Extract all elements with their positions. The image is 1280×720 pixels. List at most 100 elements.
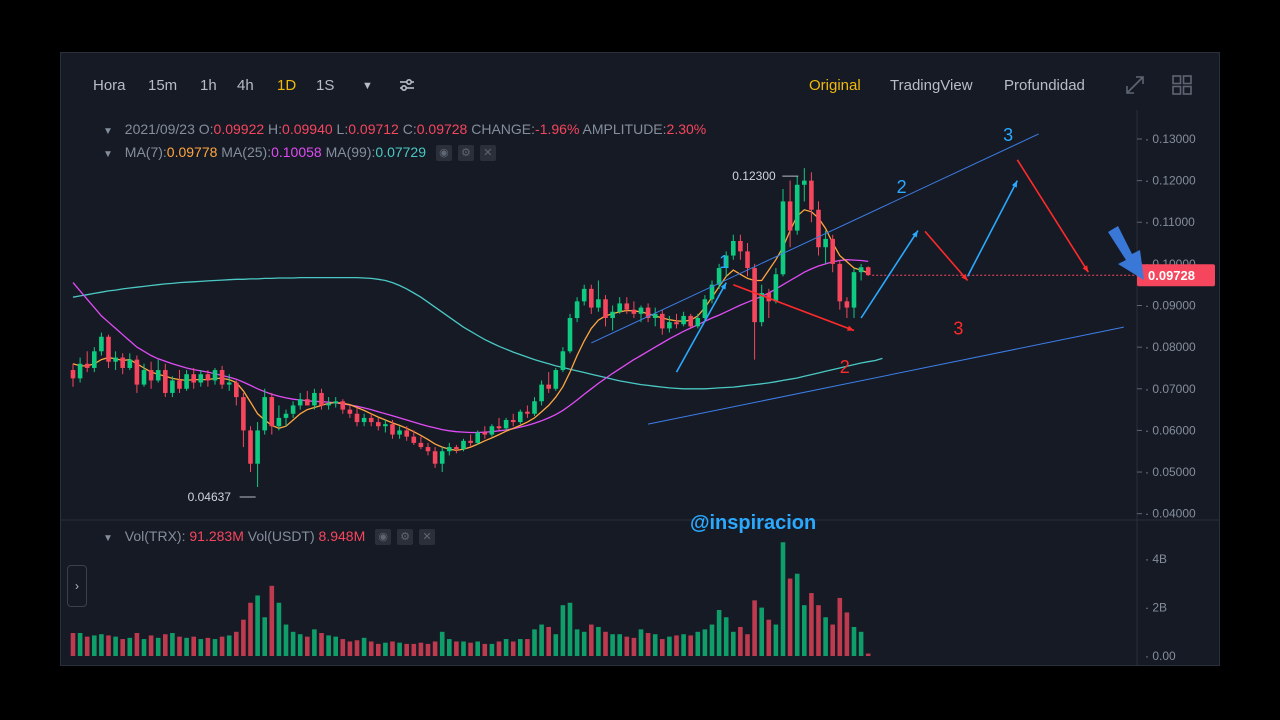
price-tick-label: · 0.12000 xyxy=(1145,174,1196,188)
interval-1s[interactable]: 1S xyxy=(316,77,335,94)
wave-1-up-arrow xyxy=(675,282,727,373)
candle-body xyxy=(745,251,750,269)
volume-bar xyxy=(354,640,360,656)
volume-bar xyxy=(581,631,587,656)
candle-body xyxy=(865,267,871,276)
volume-bar xyxy=(447,639,452,656)
volume-visibility-icon[interactable]: ◉ xyxy=(375,529,392,546)
candle-body xyxy=(766,293,772,302)
candle-body xyxy=(99,336,104,352)
low-value: 0.09712 xyxy=(348,121,399,137)
view-profundidad[interactable]: Profundidad xyxy=(1004,77,1085,94)
candle-body xyxy=(638,307,644,314)
interval-1h[interactable]: 1h xyxy=(200,77,217,94)
candle-body xyxy=(802,180,807,185)
volume-bar xyxy=(255,595,260,656)
volume-bar xyxy=(454,641,459,656)
volume-bar xyxy=(532,629,537,656)
ohlc-info: ▼ 2021/09/23 O:0.09922 H:0.09940 L:0.097… xyxy=(103,121,707,137)
interval-dropdown-icon[interactable]: ▼ xyxy=(362,80,373,92)
volume-settings-icon[interactable]: ⚙ xyxy=(397,529,414,546)
candle-body xyxy=(809,180,814,210)
layout-grid-icon[interactable] xyxy=(1170,73,1194,97)
interval-4h[interactable]: 4h xyxy=(237,77,254,94)
current-price-tag xyxy=(1137,264,1215,287)
settings-icon[interactable]: ⚙ xyxy=(457,145,474,162)
view-tradingview[interactable]: TradingView xyxy=(890,77,973,94)
candle-body xyxy=(503,420,509,429)
interval-15m[interactable]: 15m xyxy=(148,77,178,94)
candle-body xyxy=(170,380,175,393)
wave-label: 1 xyxy=(719,252,729,272)
collapse-info-icon[interactable]: ▼ xyxy=(103,126,113,137)
volume-bar xyxy=(312,629,317,656)
ma99-value: 0.07729 xyxy=(375,144,426,160)
high-price-label: 0.12300 xyxy=(732,169,776,183)
candle-body xyxy=(290,405,296,414)
wave-2-down-arrow xyxy=(733,283,855,332)
close-icon[interactable]: ✕ xyxy=(479,145,496,162)
candle-body xyxy=(617,303,622,312)
candle-body xyxy=(482,432,488,435)
candle-body xyxy=(269,397,275,427)
candle-body xyxy=(823,238,828,248)
volume-bar xyxy=(780,542,786,656)
interval-1d[interactable]: 1D xyxy=(277,77,297,94)
view-original[interactable]: Original xyxy=(809,77,861,94)
price-tick-label: · 0.09000 xyxy=(1145,299,1196,313)
volume-bar xyxy=(688,635,693,656)
candle-body xyxy=(106,336,111,362)
ma7-line xyxy=(72,209,869,452)
volume-bar xyxy=(503,639,509,656)
volume-bar xyxy=(141,639,147,656)
volume-tick-label: · 0.00 xyxy=(1145,649,1176,663)
volume-bar xyxy=(837,597,843,656)
candle-body xyxy=(652,313,658,318)
candle-body xyxy=(347,409,353,414)
collapse-ma-icon[interactable]: ▼ xyxy=(103,149,113,160)
volume-bar xyxy=(262,617,267,656)
interval-hora[interactable]: Hora xyxy=(93,77,126,94)
candle-body xyxy=(723,255,729,269)
candle-body xyxy=(574,301,580,318)
candle-body xyxy=(496,426,502,429)
settings-sliders-icon[interactable] xyxy=(395,73,419,97)
expand-panel-button[interactable]: › xyxy=(67,565,87,607)
volume-bar xyxy=(589,624,594,656)
volume-bar xyxy=(390,641,395,656)
volume-bar xyxy=(844,612,850,656)
visibility-icon[interactable]: ◉ xyxy=(435,145,452,162)
candle-body xyxy=(297,399,303,406)
volume-bar xyxy=(681,634,686,656)
candle-body xyxy=(354,413,360,423)
volume-bar xyxy=(383,642,388,656)
candle-body xyxy=(163,370,168,393)
collapse-volume-icon[interactable]: ▼ xyxy=(103,533,113,544)
candle-body xyxy=(305,399,310,406)
candle-body xyxy=(191,374,196,383)
candle-body xyxy=(752,268,757,323)
fullscreen-icon[interactable] xyxy=(1123,73,1147,97)
volume-bar xyxy=(205,637,211,656)
volume-bar xyxy=(99,634,104,656)
volume-bar xyxy=(553,634,559,656)
volume-tick-label: · 4B xyxy=(1145,552,1167,566)
volume-bar xyxy=(411,643,417,656)
candle-body xyxy=(787,201,793,231)
candle-body xyxy=(390,424,395,435)
volume-info: ▼ Vol(TRX): 91.283M Vol(USDT) 8.948M ◉ ⚙ ✕ xyxy=(103,528,436,546)
candle-body xyxy=(816,209,821,248)
volume-bar xyxy=(326,635,331,656)
volume-close-icon[interactable]: ✕ xyxy=(419,529,436,546)
candle-body xyxy=(631,309,637,314)
volume-bar xyxy=(759,607,764,656)
candle-body xyxy=(581,288,587,302)
volume-bar xyxy=(539,624,544,656)
vol-usdt-value: 8.948M xyxy=(318,528,366,544)
volume-bar xyxy=(794,573,800,656)
volume-bar xyxy=(163,634,168,656)
candle-body xyxy=(468,440,473,443)
volume-bar xyxy=(560,605,566,656)
ma-info: ▼ MA(7):0.09778 MA(25):0.10058 MA(99):0.… xyxy=(103,144,496,162)
